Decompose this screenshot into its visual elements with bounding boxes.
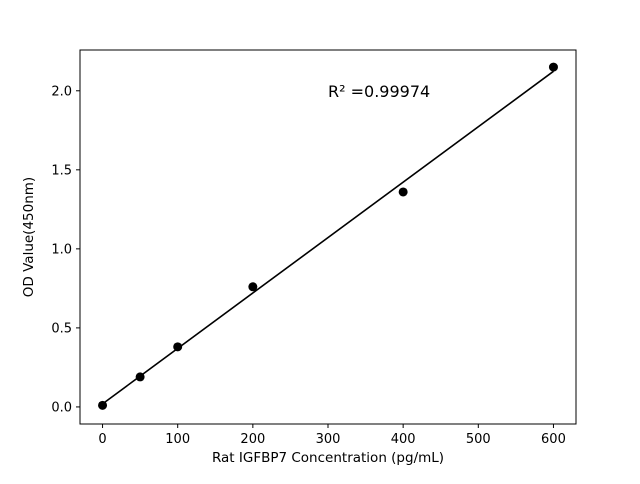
data-point [248,282,258,292]
x-tick-label: 600 [541,432,566,447]
x-tick-label: 0 [98,432,106,447]
axes: 0 100 200 300 400 500 600 0.0 0.5 1.0 1.5 2.0 [51,49,577,447]
data-point [135,372,145,382]
x-tick-label: 400 [391,432,416,447]
data-point [398,187,408,197]
x-axis-label: Rat IGFBP7 Concentration (pg/mL) [212,450,444,466]
y-tick-label: 2.0 [51,84,72,99]
x-tick-label: 200 [240,432,265,447]
x-tick-label: 100 [165,432,190,447]
data-series [98,62,558,410]
y-axis-label: OD Value(450nm) [21,177,37,297]
data-point [548,62,558,72]
y-tick-label: 0.0 [51,400,72,415]
data-point [98,400,108,410]
y-tick-label: 1.0 [51,242,72,257]
r-squared-annotation: R² =0.99974 [328,82,430,101]
y-tick-label: 0.5 [51,321,72,336]
x-tick-label: 500 [466,432,491,447]
data-point [173,342,183,352]
fit-line [102,70,554,405]
x-tick-label: 300 [316,432,341,447]
y-tick-label: 1.5 [51,163,72,178]
